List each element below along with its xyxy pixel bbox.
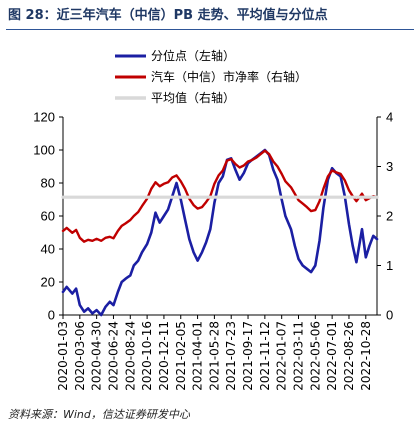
left-axis-tick-label: 60 <box>41 209 55 224</box>
x-axis-tick-label: 2020-04-30 <box>90 321 104 391</box>
x-axis-tick-label: 2021-09-17 <box>241 321 255 391</box>
x-axis-tick-label: 2022-10-28 <box>359 321 373 391</box>
legend-label-percentile: 分位点（左轴） <box>151 48 235 63</box>
legend-label-average: 平均值（右轴） <box>151 90 235 105</box>
right-axis-tick-label: 4 <box>386 110 393 125</box>
x-axis-tick-label: 2020-03-06 <box>73 321 87 391</box>
left-axis-tick-label: 40 <box>41 242 55 257</box>
right-axis-tick-label: 0 <box>386 308 393 323</box>
axes: 0 20 40 60 80 100 120 0 1 2 3 4 2020-01-03 2020-03-06… <box>33 110 393 391</box>
figure-title: 图 28：近三年汽车（中信）PB 走势、平均值与分位点 <box>8 8 328 23</box>
legend-item-percentile: 分位点（左轴） <box>115 48 235 63</box>
left-axis-tick-label: 100 <box>33 143 55 158</box>
pb-line <box>61 149 379 243</box>
x-axis-tick-label: 2022-05-06 <box>308 321 322 391</box>
x-axis-tick-label: 2021-11-12 <box>258 321 272 391</box>
left-axis-tick-label: 0 <box>48 308 55 323</box>
x-axis-tick-label: 2020-08-24 <box>123 321 137 391</box>
series <box>61 148 379 317</box>
left-axis-tick-label: 80 <box>41 176 55 191</box>
x-axis-tick-label: 2021-07-23 <box>224 321 238 391</box>
title-rule <box>6 29 414 30</box>
right-axis-tick-label: 2 <box>386 209 393 224</box>
x-axis-tick-label: 2022-08-26 <box>342 321 356 391</box>
legend: 分位点（左轴） 汽车（中信）市净率（右轴） 平均值（右轴） <box>115 48 307 105</box>
left-axis-tick-label: 120 <box>33 110 55 125</box>
right-axis-tick-label: 1 <box>386 258 393 273</box>
legend-item-pb: 汽车（中信）市净率（右轴） <box>115 69 307 84</box>
x-axis-tick-label: 2020-12-11 <box>157 321 171 391</box>
percentile-line <box>61 148 379 317</box>
legend-label-pb: 汽车（中信）市净率（右轴） <box>151 69 307 84</box>
x-axis-tick-label: 2022-03-11 <box>292 321 306 391</box>
x-axis-tick-label: 2020-06-24 <box>107 321 121 391</box>
x-axis-tick-label: 2021-05-28 <box>207 321 221 391</box>
left-axis-tick-label: 20 <box>41 275 55 290</box>
x-axis-tick-label: 2020-01-03 <box>56 321 70 391</box>
x-axis-tick-label: 2022-07-01 <box>325 321 339 391</box>
legend-item-average: 平均值（右轴） <box>115 90 235 105</box>
x-axis-tick-label: 2022-01-07 <box>275 321 289 391</box>
right-axis-tick-label: 3 <box>386 159 393 174</box>
x-axis-tick-label: 2021-04-01 <box>191 321 205 391</box>
x-axis-tick-label: 2021-02-05 <box>174 321 188 391</box>
x-axis-tick-label: 2020-10-16 <box>140 321 154 391</box>
source-note: 资料来源：Wind，信达证券研发中心 <box>8 408 190 421</box>
